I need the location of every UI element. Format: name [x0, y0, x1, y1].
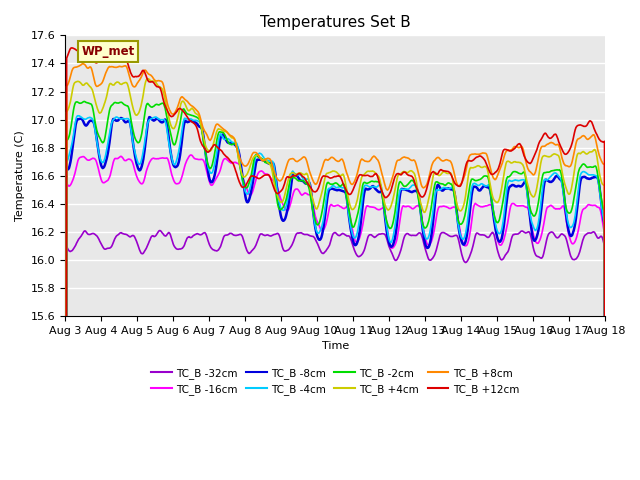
TC_B -32cm	[182, 238, 190, 243]
TC_B +8cm	[417, 182, 425, 188]
TC_B -4cm	[74, 113, 82, 119]
TC_B +8cm	[127, 79, 135, 85]
TC_B +4cm	[182, 104, 190, 109]
TC_B -32cm	[401, 232, 409, 238]
TC_B +8cm	[79, 61, 86, 67]
TC_B -2cm	[71, 101, 79, 107]
Line: TC_B -8cm: TC_B -8cm	[65, 117, 605, 480]
TC_B -8cm	[417, 214, 425, 219]
Line: TC_B -32cm: TC_B -32cm	[65, 230, 605, 480]
TC_B -2cm	[127, 119, 135, 124]
TC_B -32cm	[211, 248, 218, 253]
TC_B -8cm	[145, 114, 153, 120]
TC_B -32cm	[156, 228, 164, 233]
Line: TC_B -16cm: TC_B -16cm	[65, 155, 605, 480]
TC_B +12cm	[182, 112, 190, 118]
TC_B -8cm	[182, 119, 190, 124]
TC_B -2cm	[401, 183, 409, 189]
X-axis label: Time: Time	[321, 341, 349, 351]
Title: Temperatures Set B: Temperatures Set B	[260, 15, 411, 30]
TC_B -8cm	[71, 127, 79, 132]
TC_B +8cm	[211, 125, 218, 131]
TC_B -16cm	[211, 178, 218, 184]
Legend: TC_B -32cm, TC_B -16cm, TC_B -8cm, TC_B -4cm, TC_B -2cm, TC_B +4cm, TC_B +8cm, T: TC_B -32cm, TC_B -16cm, TC_B -8cm, TC_B …	[147, 363, 523, 399]
TC_B -2cm	[417, 214, 425, 219]
TC_B -32cm	[71, 243, 79, 249]
TC_B -4cm	[127, 129, 135, 134]
TC_B -16cm	[417, 211, 425, 217]
Line: TC_B +12cm: TC_B +12cm	[65, 47, 605, 480]
TC_B +4cm	[211, 136, 218, 142]
TC_B -16cm	[127, 156, 134, 162]
TC_B -2cm	[182, 109, 190, 115]
TC_B -2cm	[80, 98, 88, 104]
Line: TC_B -4cm: TC_B -4cm	[65, 116, 605, 480]
TC_B -16cm	[401, 204, 409, 209]
TC_B +12cm	[127, 71, 135, 77]
TC_B -32cm	[127, 234, 134, 240]
TC_B -2cm	[211, 150, 218, 156]
TC_B +8cm	[182, 97, 190, 103]
TC_B +4cm	[417, 202, 425, 208]
TC_B +4cm	[71, 80, 79, 85]
Text: WP_met: WP_met	[81, 45, 134, 58]
Line: TC_B +4cm: TC_B +4cm	[65, 79, 605, 480]
TC_B -8cm	[127, 122, 134, 128]
TC_B -8cm	[401, 187, 409, 192]
Line: TC_B -2cm: TC_B -2cm	[65, 101, 605, 480]
TC_B -4cm	[401, 186, 409, 192]
TC_B +8cm	[71, 64, 79, 70]
TC_B +4cm	[401, 169, 409, 175]
TC_B -16cm	[71, 170, 79, 176]
TC_B +12cm	[114, 44, 122, 50]
TC_B +12cm	[417, 194, 425, 200]
TC_B -16cm	[182, 161, 189, 167]
TC_B -16cm	[187, 152, 195, 158]
TC_B +12cm	[71, 46, 79, 52]
TC_B +4cm	[144, 76, 152, 82]
TC_B -4cm	[71, 122, 79, 128]
Y-axis label: Temperature (C): Temperature (C)	[15, 131, 25, 221]
TC_B -4cm	[182, 116, 190, 122]
TC_B +12cm	[211, 142, 218, 147]
TC_B -4cm	[211, 161, 218, 167]
TC_B +4cm	[127, 94, 134, 100]
TC_B -4cm	[417, 215, 425, 220]
TC_B -8cm	[211, 172, 218, 178]
TC_B +12cm	[401, 169, 409, 175]
Line: TC_B +8cm: TC_B +8cm	[65, 64, 605, 480]
TC_B -32cm	[417, 231, 425, 237]
TC_B +8cm	[401, 155, 409, 160]
